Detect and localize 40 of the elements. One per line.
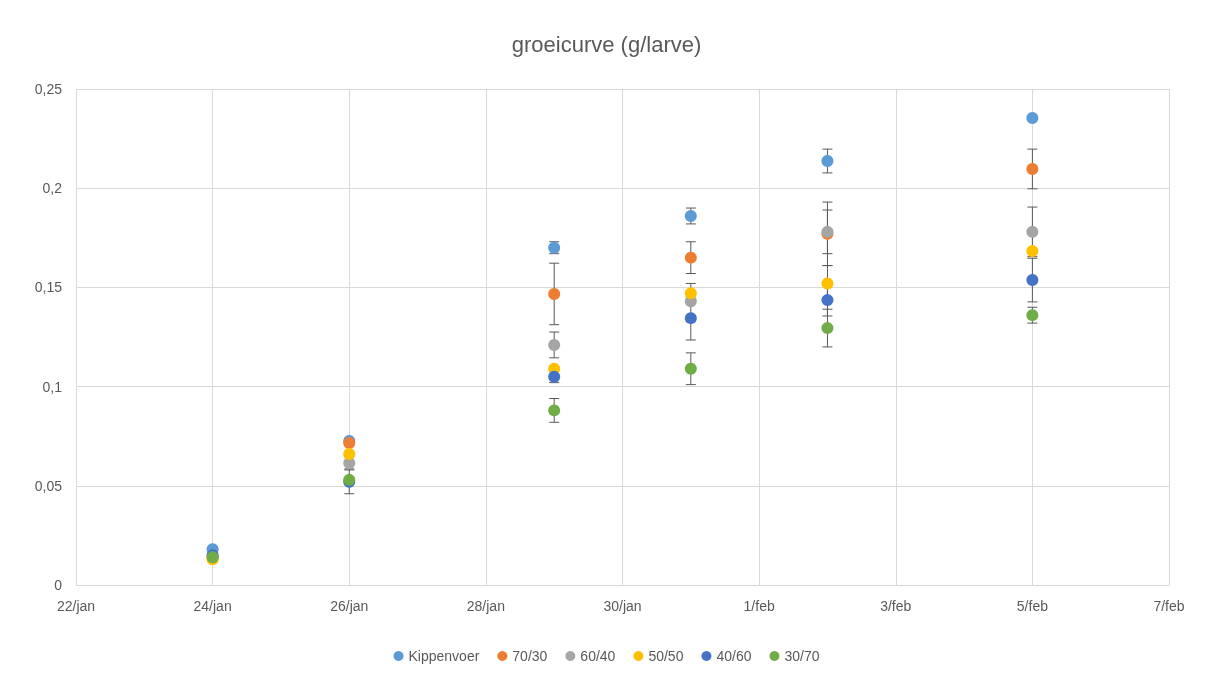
x-tick-label: 24/jan — [193, 598, 232, 614]
point — [821, 155, 834, 168]
point — [343, 448, 356, 461]
chart-title: groeicurve (g/larve) — [511, 31, 702, 57]
y-tick-label: 0,2 — [42, 180, 63, 197]
x-tick-label: 22/jan — [56, 598, 96, 614]
legend-label: 50/50 — [648, 648, 684, 664]
legend-label: Kippenvoer — [408, 648, 480, 664]
point — [1026, 225, 1039, 238]
y-tick-label: 0,1 — [42, 378, 63, 395]
point — [684, 251, 697, 264]
point — [684, 287, 697, 300]
x-tick-label: 28/jan — [466, 598, 505, 614]
x-tick-label: 3/feb — [880, 598, 912, 614]
legend-label: 70/30 — [512, 648, 548, 664]
y-tick-label: 0,15 — [34, 279, 63, 296]
point — [684, 312, 697, 325]
point — [1026, 111, 1039, 124]
y-tick-label: 0,25 — [34, 81, 63, 97]
legend-label: 40/60 — [716, 648, 752, 664]
x-tick-label: 7/feb — [1153, 598, 1185, 614]
y-tick-label: 0,05 — [34, 477, 63, 494]
point — [821, 322, 834, 335]
point — [821, 294, 834, 307]
point — [548, 287, 561, 300]
point — [548, 370, 561, 383]
point — [1026, 245, 1039, 258]
point — [1026, 162, 1039, 175]
legend-label: 60/40 — [580, 648, 616, 664]
point — [821, 277, 834, 290]
point — [684, 362, 697, 375]
legend-label: 30/70 — [784, 648, 820, 664]
point — [548, 404, 561, 417]
point — [1026, 274, 1039, 287]
x-tick-label: 26/jan — [330, 598, 369, 614]
x-tick-label: 1/feb — [743, 598, 775, 614]
x-tick-label: 5/feb — [1016, 598, 1049, 614]
y-tick-label: 0 — [54, 577, 63, 593]
point — [548, 338, 561, 351]
x-tick-label: 30/jan — [603, 598, 642, 614]
